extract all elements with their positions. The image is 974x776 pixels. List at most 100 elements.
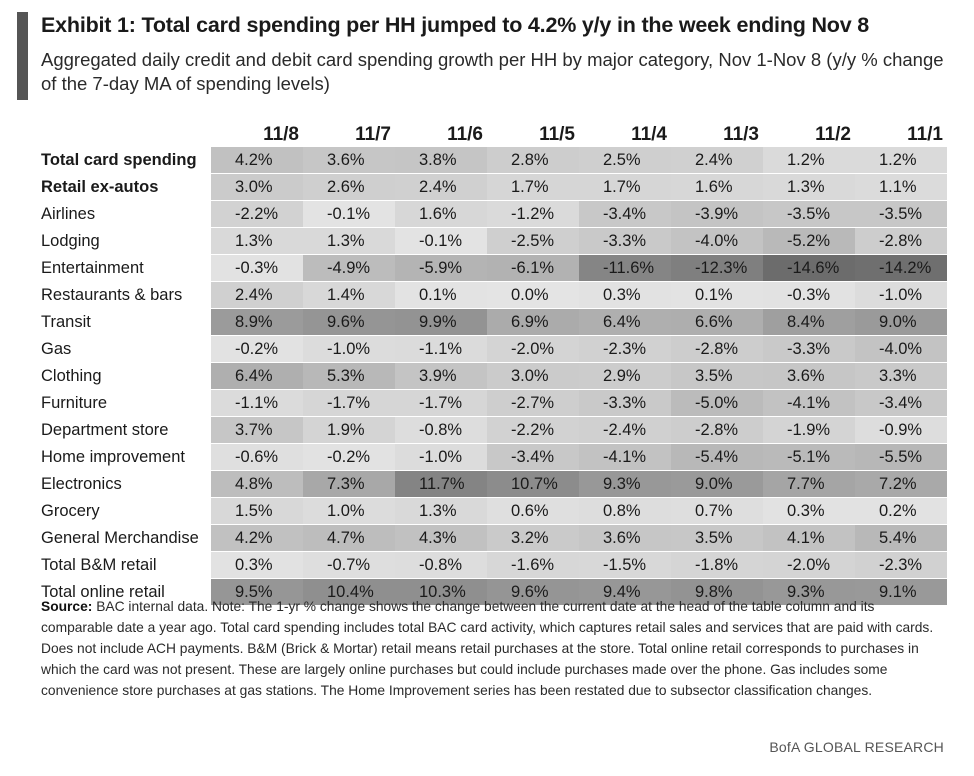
table-cell: 7.7% <box>763 470 855 498</box>
column-header: 11/4 <box>631 124 667 145</box>
table-cell: -2.3% <box>855 551 947 579</box>
table-row: Department store 3.7% 1.9% -0.8% -2.2% -2.4% -… <box>36 416 947 444</box>
table-row: Restaurants & bars 2.4% 1.4% 0.1% 0.0% 0.3% 0.… <box>36 281 947 309</box>
table-row: Home improvement -0.6% -0.2% -1.0% -3.4% -4.1… <box>36 443 947 471</box>
table-cell: 5.3% <box>303 362 395 390</box>
table-cell: -1.9% <box>763 416 855 444</box>
table-cell: 0.0% <box>487 281 579 309</box>
table-cell: -4.0% <box>671 227 763 255</box>
table-cell: -5.9% <box>395 254 487 282</box>
table-cell: -0.1% <box>395 227 487 255</box>
table-row: Total card spending 4.2% 3.6% 3.8% 2.8% 2.5% 2… <box>36 146 947 174</box>
table-cell: 0.7% <box>671 497 763 525</box>
table-cell: 0.3% <box>579 281 671 309</box>
source-label: Source: <box>41 599 93 614</box>
table-cell: 2.9% <box>579 362 671 390</box>
table-cell: -2.4% <box>579 416 671 444</box>
table-cell: 1.3% <box>763 173 855 201</box>
table-body: Total card spending 4.2% 3.6% 3.8% 2.8% 2.5% 2… <box>36 146 947 606</box>
table-row: Airlines -2.2% -0.1% 1.6% -1.2% -3.4% -3.9% -3.… <box>36 200 947 228</box>
table-cell: -2.0% <box>763 551 855 579</box>
table-cell: -1.5% <box>579 551 671 579</box>
table-cell: 3.3% <box>855 362 947 390</box>
table-header-row: 11/8 11/7 11/6 11/5 11/4 11/3 11/2 11/1 <box>36 118 947 147</box>
spending-heatmap-table: 11/8 11/7 11/6 11/5 11/4 11/3 11/2 11/1 Total c… <box>36 118 947 606</box>
table-cell: 3.5% <box>671 524 763 552</box>
table-cell: 0.6% <box>487 497 579 525</box>
table-cell: 10.7% <box>487 470 579 498</box>
table-cell: 6.4% <box>211 362 303 390</box>
table-cell: 3.8% <box>395 146 487 174</box>
table-cell: -1.2% <box>487 200 579 228</box>
table-cell: 2.4% <box>211 281 303 309</box>
table-cell: -3.3% <box>579 227 671 255</box>
table-cell: 0.1% <box>671 281 763 309</box>
table-cell: 4.2% <box>211 524 303 552</box>
footnote-text: BAC internal data. Note: The 1-yr % chan… <box>41 599 934 698</box>
table-cell: -4.1% <box>763 389 855 417</box>
table-cell: 10.3% <box>395 578 487 606</box>
table-cell: 1.6% <box>395 200 487 228</box>
row-label: Electronics <box>36 470 211 498</box>
table-cell: 9.9% <box>395 308 487 336</box>
table-cell: 1.7% <box>579 173 671 201</box>
table-cell: 7.3% <box>303 470 395 498</box>
table-cell: 6.4% <box>579 308 671 336</box>
table-cell: 1.3% <box>395 497 487 525</box>
row-label: Entertainment <box>36 254 211 282</box>
table-cell: 2.5% <box>579 146 671 174</box>
column-header: 11/7 <box>355 124 391 145</box>
row-label: Lodging <box>36 227 211 255</box>
table-cell: -0.1% <box>303 200 395 228</box>
table-row: Gas -0.2% -1.0% -1.1% -2.0% -2.3% -2.8% -3.3% -4… <box>36 335 947 363</box>
table-cell: 1.1% <box>855 173 947 201</box>
source-footnote: Source: BAC internal data. Note: The 1-y… <box>41 596 941 701</box>
table-cell: -4.9% <box>303 254 395 282</box>
table-cell: -5.0% <box>671 389 763 417</box>
row-label: Home improvement <box>36 443 211 471</box>
row-label: Department store <box>36 416 211 444</box>
table-cell: 7.2% <box>855 470 947 498</box>
table-cell: -2.7% <box>487 389 579 417</box>
table-cell: 3.7% <box>211 416 303 444</box>
table-cell: -0.6% <box>211 443 303 471</box>
table-row: Retail ex-autos 3.0% 2.6% 2.4% 1.7% 1.7% 1.6% 1… <box>36 173 947 201</box>
table-cell: -5.1% <box>763 443 855 471</box>
table-cell: 1.2% <box>855 146 947 174</box>
table-cell: -0.3% <box>763 281 855 309</box>
table-cell: -14.6% <box>763 254 855 282</box>
table-cell: -5.4% <box>671 443 763 471</box>
table-cell: 3.2% <box>487 524 579 552</box>
table-cell: 9.6% <box>303 308 395 336</box>
table-cell: -0.8% <box>395 551 487 579</box>
table-cell: -1.1% <box>395 335 487 363</box>
table-cell: 3.6% <box>303 146 395 174</box>
table-row: General Merchandise 4.2% 4.7% 4.3% 3.2% 3.6% 3… <box>36 524 947 552</box>
table-cell: -3.4% <box>855 389 947 417</box>
table-cell: -1.0% <box>855 281 947 309</box>
brand-label: BofA GLOBAL RESEARCH <box>769 739 944 755</box>
table-cell: -1.7% <box>303 389 395 417</box>
column-header: 11/3 <box>723 124 759 145</box>
table-cell: 10.4% <box>303 578 395 606</box>
table-cell: -3.9% <box>671 200 763 228</box>
table-cell: 1.3% <box>303 227 395 255</box>
column-header: 11/1 <box>907 124 943 145</box>
table-cell: 3.0% <box>487 362 579 390</box>
table-cell: -2.5% <box>487 227 579 255</box>
table-cell: -3.3% <box>579 389 671 417</box>
table-cell: 4.2% <box>211 146 303 174</box>
table-cell: 8.9% <box>211 308 303 336</box>
table-cell: 0.2% <box>855 497 947 525</box>
table-cell: 3.6% <box>763 362 855 390</box>
table-row: Transit 8.9% 9.6% 9.9% 6.9% 6.4% 6.6% 8.4% 9.0% <box>36 308 947 336</box>
row-label-header <box>36 118 211 147</box>
row-label: Clothing <box>36 362 211 390</box>
table-cell: 0.8% <box>579 497 671 525</box>
table-cell: 6.6% <box>671 308 763 336</box>
table-cell: 2.4% <box>671 146 763 174</box>
row-label: Transit <box>36 308 211 336</box>
table-cell: 9.0% <box>855 308 947 336</box>
table-cell: 3.6% <box>579 524 671 552</box>
row-label: Total card spending <box>36 146 211 174</box>
